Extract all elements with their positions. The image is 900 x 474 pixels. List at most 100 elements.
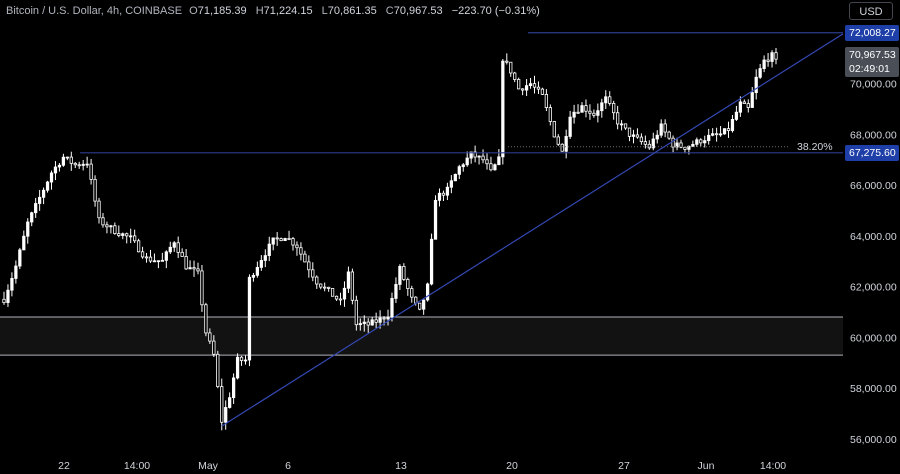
candle [560, 143, 564, 152]
candle-body [513, 72, 517, 80]
candle [243, 355, 248, 365]
candle-body [109, 225, 113, 228]
candle-body [473, 151, 477, 158]
candle-body [117, 233, 121, 236]
candle [608, 91, 612, 106]
candle [140, 246, 145, 259]
candle-body [647, 143, 651, 149]
candle-body [687, 145, 691, 150]
fib-label: 38.20% [797, 141, 833, 153]
symbol-legend: Bitcoin / U.S. Dollar, 4h, COINBASE O71,… [6, 5, 540, 17]
candle [647, 140, 651, 150]
candle [235, 353, 240, 380]
candle-body [125, 233, 129, 237]
candle-body [691, 143, 695, 147]
candle-body [722, 128, 727, 135]
candle [196, 262, 200, 275]
candle [192, 260, 196, 277]
candle-body [192, 267, 196, 270]
candle-body [576, 111, 580, 114]
low-label: L [321, 5, 328, 17]
candle-body [136, 240, 141, 253]
candle-body [323, 286, 327, 289]
candle [311, 262, 315, 282]
candle-body [754, 76, 758, 93]
candle [711, 128, 715, 137]
candlestick-series [2, 48, 778, 431]
candle-body [6, 289, 10, 303]
candle [73, 162, 77, 169]
candle [2, 291, 6, 305]
candle-body [623, 123, 628, 129]
candle [117, 225, 121, 238]
candle-body [2, 298, 6, 303]
candle-body [449, 180, 453, 188]
candle-body [65, 156, 69, 159]
candle-body [77, 164, 81, 167]
candle [61, 153, 66, 167]
candle [38, 189, 42, 211]
candle [588, 104, 592, 120]
candle [528, 77, 533, 89]
candle [604, 90, 608, 109]
candle [734, 105, 739, 121]
candle [544, 89, 549, 112]
candle-body [679, 142, 683, 148]
candle-body [61, 156, 66, 166]
candle [422, 299, 426, 315]
candle-body [350, 271, 355, 301]
high-label: H [255, 5, 264, 17]
time-axis-tick: 22 [58, 460, 70, 472]
time-axis-tick: 13 [395, 460, 407, 472]
candle [69, 151, 73, 171]
candle-body [358, 323, 362, 326]
candle [374, 312, 378, 329]
candle-body [299, 247, 303, 255]
candle-body [239, 356, 244, 361]
candle-body [180, 251, 184, 257]
candle-body [532, 83, 537, 88]
currency-button[interactable]: USD [849, 2, 893, 20]
candle [532, 75, 537, 94]
candle [247, 274, 252, 367]
candle [184, 248, 188, 270]
candle-body [133, 235, 137, 242]
candle [350, 268, 355, 305]
candle [299, 242, 303, 261]
price-axis-tick: 58,000.00 [850, 383, 897, 395]
candle-body [22, 235, 26, 251]
candle [366, 318, 370, 333]
candle-body [703, 140, 707, 144]
candle-body [699, 139, 703, 144]
candle-body [228, 397, 232, 408]
candle [271, 237, 275, 251]
candle [362, 315, 366, 332]
candle [279, 237, 283, 242]
candle [635, 128, 640, 139]
candle-body [275, 237, 279, 240]
candle [275, 232, 279, 246]
candle-body [612, 103, 616, 114]
candle [429, 233, 434, 286]
time-axis-tick: May [198, 460, 219, 472]
candle [164, 250, 168, 269]
candle-body [465, 157, 469, 166]
candle-body [493, 164, 497, 171]
candle [493, 163, 497, 171]
candle [342, 281, 347, 307]
candle-body [509, 61, 513, 74]
candle [469, 151, 473, 164]
candle-body [410, 288, 414, 298]
candle-body [604, 96, 608, 104]
candle-body [758, 68, 762, 78]
candle [679, 139, 683, 149]
candle [572, 104, 576, 124]
candle-body [481, 155, 485, 161]
candle-body [584, 105, 588, 112]
candle-body [568, 116, 572, 137]
candle [623, 123, 628, 130]
candle [136, 238, 141, 253]
candle [505, 53, 509, 65]
candle-body [255, 267, 260, 276]
